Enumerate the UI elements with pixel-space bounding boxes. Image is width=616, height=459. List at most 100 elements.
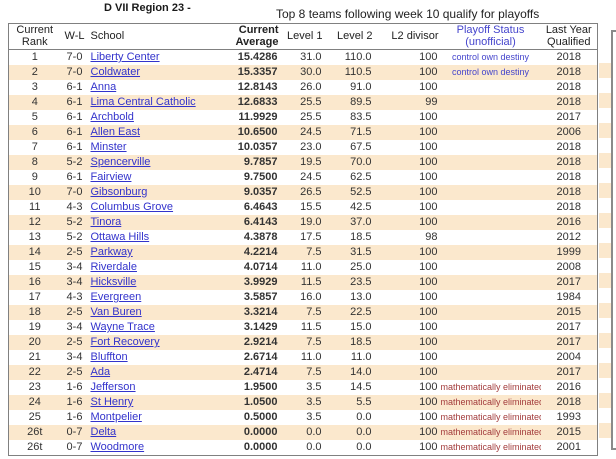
school-link[interactable]: Wayne Trace	[90, 321, 155, 333]
school-link[interactable]: Riverdale	[90, 261, 137, 273]
playoff-status-cell	[441, 365, 541, 380]
school-link[interactable]: Liberty Center	[90, 51, 160, 63]
record-cell: 3-4	[66, 351, 83, 363]
last-year-cell: 2018	[556, 51, 581, 63]
last-year-cell: 2015	[556, 306, 581, 318]
level2-cell: 70.0	[350, 156, 372, 168]
level1-cell: 16.0	[300, 291, 322, 303]
level2-cell: 5.5	[356, 396, 372, 408]
school-link[interactable]: Delta	[90, 426, 117, 438]
last-year-cell: 2017	[556, 111, 581, 123]
last-year-cell: 2006	[556, 126, 581, 138]
school-link[interactable]: Anna	[90, 81, 117, 93]
school-link[interactable]: Tinora	[90, 216, 122, 228]
current-average-cell: 0.5000	[243, 411, 278, 423]
playoff-status-cell	[441, 230, 541, 245]
school-link[interactable]: Fort Recovery	[90, 336, 160, 348]
rank-cell: 4	[31, 96, 38, 108]
playoff-status-cell	[441, 140, 541, 155]
level1-cell: 31.0	[300, 51, 322, 63]
header-record: W-L	[60, 23, 89, 50]
school-cell: Ottawa Hills	[89, 230, 233, 245]
school-cell: Wayne Trace	[89, 320, 233, 335]
school-link[interactable]: Jefferson	[90, 381, 136, 393]
l2-divisor-cell: 100	[419, 366, 438, 378]
school-cell: Liberty Center	[89, 50, 233, 66]
record-cell: 2-5	[66, 306, 83, 318]
school-link[interactable]: Ada	[90, 366, 111, 378]
level1-cell: 0.0	[306, 441, 322, 453]
rank-cell: 21	[28, 351, 41, 363]
level1-cell: 19.0	[300, 216, 322, 228]
rank-cell: 16	[28, 276, 41, 288]
adjacent-table-top-tick	[611, 30, 616, 32]
school-cell: Delta	[89, 425, 233, 440]
current-average-cell: 3.5857	[243, 291, 278, 303]
level2-cell: 0.0	[356, 426, 372, 438]
school-link[interactable]: Parkway	[90, 246, 133, 258]
l2-divisor-cell: 99	[425, 96, 438, 108]
level2-cell: 15.0	[350, 321, 372, 333]
level2-cell: 37.0	[350, 216, 372, 228]
header-last-year: Last Year Qualified	[540, 23, 598, 50]
record-cell: 4-3	[66, 201, 83, 213]
school-link[interactable]: Spencerville	[90, 156, 151, 168]
record-cell: 6-1	[66, 81, 83, 93]
rank-cell: 17	[28, 291, 41, 303]
last-year-cell: 2017	[556, 276, 581, 288]
school-cell: Lima Central Catholic	[89, 95, 233, 110]
level2-cell: 91.0	[350, 81, 372, 93]
school-link[interactable]: Hicksville	[90, 276, 137, 288]
playoff-status-cell	[441, 125, 541, 140]
playoff-status-cell	[441, 170, 541, 185]
rank-cell: 2	[31, 66, 38, 78]
school-link[interactable]: Montpelier	[90, 411, 142, 423]
school-link[interactable]: Woodmore	[90, 441, 145, 453]
level2-cell: 89.5	[350, 96, 372, 108]
school-link[interactable]: Ottawa Hills	[90, 231, 150, 243]
last-year-cell: 2018	[556, 141, 581, 153]
school-cell: Gibsonburg	[89, 185, 233, 200]
rank-cell: 18	[28, 306, 41, 318]
level2-cell: 0.0	[356, 411, 372, 423]
header-current-rank: Current Rank	[8, 23, 61, 50]
rank-cell: 23	[28, 381, 41, 393]
school-link[interactable]: Gibsonburg	[90, 186, 148, 198]
rank-cell: 25	[28, 411, 41, 423]
level1-cell: 3.5	[306, 411, 322, 423]
current-average-cell: 0.0000	[243, 441, 278, 453]
school-link[interactable]: Fairview	[90, 171, 132, 183]
current-average-cell: 9.7857	[243, 156, 278, 168]
playoff-status-cell	[441, 260, 541, 275]
school-link[interactable]: Van Buren	[90, 306, 142, 318]
school-link[interactable]: Minster	[90, 141, 127, 153]
school-link[interactable]: Coldwater	[90, 66, 141, 78]
l2-divisor-cell: 100	[419, 261, 438, 273]
current-average-cell: 9.0357	[243, 186, 278, 198]
table-row: 20 2-5 Fort Recovery 2.9214 7.5 18.5 100…	[8, 335, 598, 350]
table-row: 6 6-1 Allen East 10.6500 24.5 71.5 100 2…	[8, 125, 598, 140]
school-link[interactable]: Lima Central Catholic	[90, 96, 196, 108]
table-row: 5 6-1 Archbold 11.9929 25.5 83.5 100 201…	[9, 110, 598, 125]
school-link[interactable]: Allen East	[90, 126, 141, 138]
school-link[interactable]: St Henry	[90, 396, 134, 408]
l2-divisor-cell: 100	[419, 396, 438, 408]
table-row: 18 2-5 Van Buren 3.3214 7.5 22.5 100 201…	[8, 305, 598, 320]
playoff-status-cell	[441, 320, 541, 335]
l2-divisor-cell: 98	[425, 231, 438, 243]
record-cell: 5-2	[66, 231, 83, 243]
table-row: 16 3-4 Hicksville 3.9929 11.5 23.5 100 2…	[8, 275, 598, 290]
playoff-status-cell: control own destiny	[451, 52, 530, 62]
l2-divisor-cell: 100	[419, 81, 438, 93]
school-link[interactable]: Evergreen	[90, 291, 142, 303]
playoff-status-cell: mathematically eliminated	[440, 427, 541, 437]
last-year-cell: 2012	[556, 231, 581, 243]
school-link[interactable]: Bluffton	[90, 351, 128, 363]
school-link[interactable]: Columbus Grove	[90, 201, 174, 213]
school-link[interactable]: Archbold	[90, 111, 134, 123]
l2-divisor-cell: 100	[419, 381, 438, 393]
current-average-cell: 6.4643	[243, 201, 278, 213]
school-cell: Archbold	[89, 110, 233, 125]
record-cell: 0-7	[66, 441, 83, 453]
record-cell: 2-5	[66, 336, 83, 348]
